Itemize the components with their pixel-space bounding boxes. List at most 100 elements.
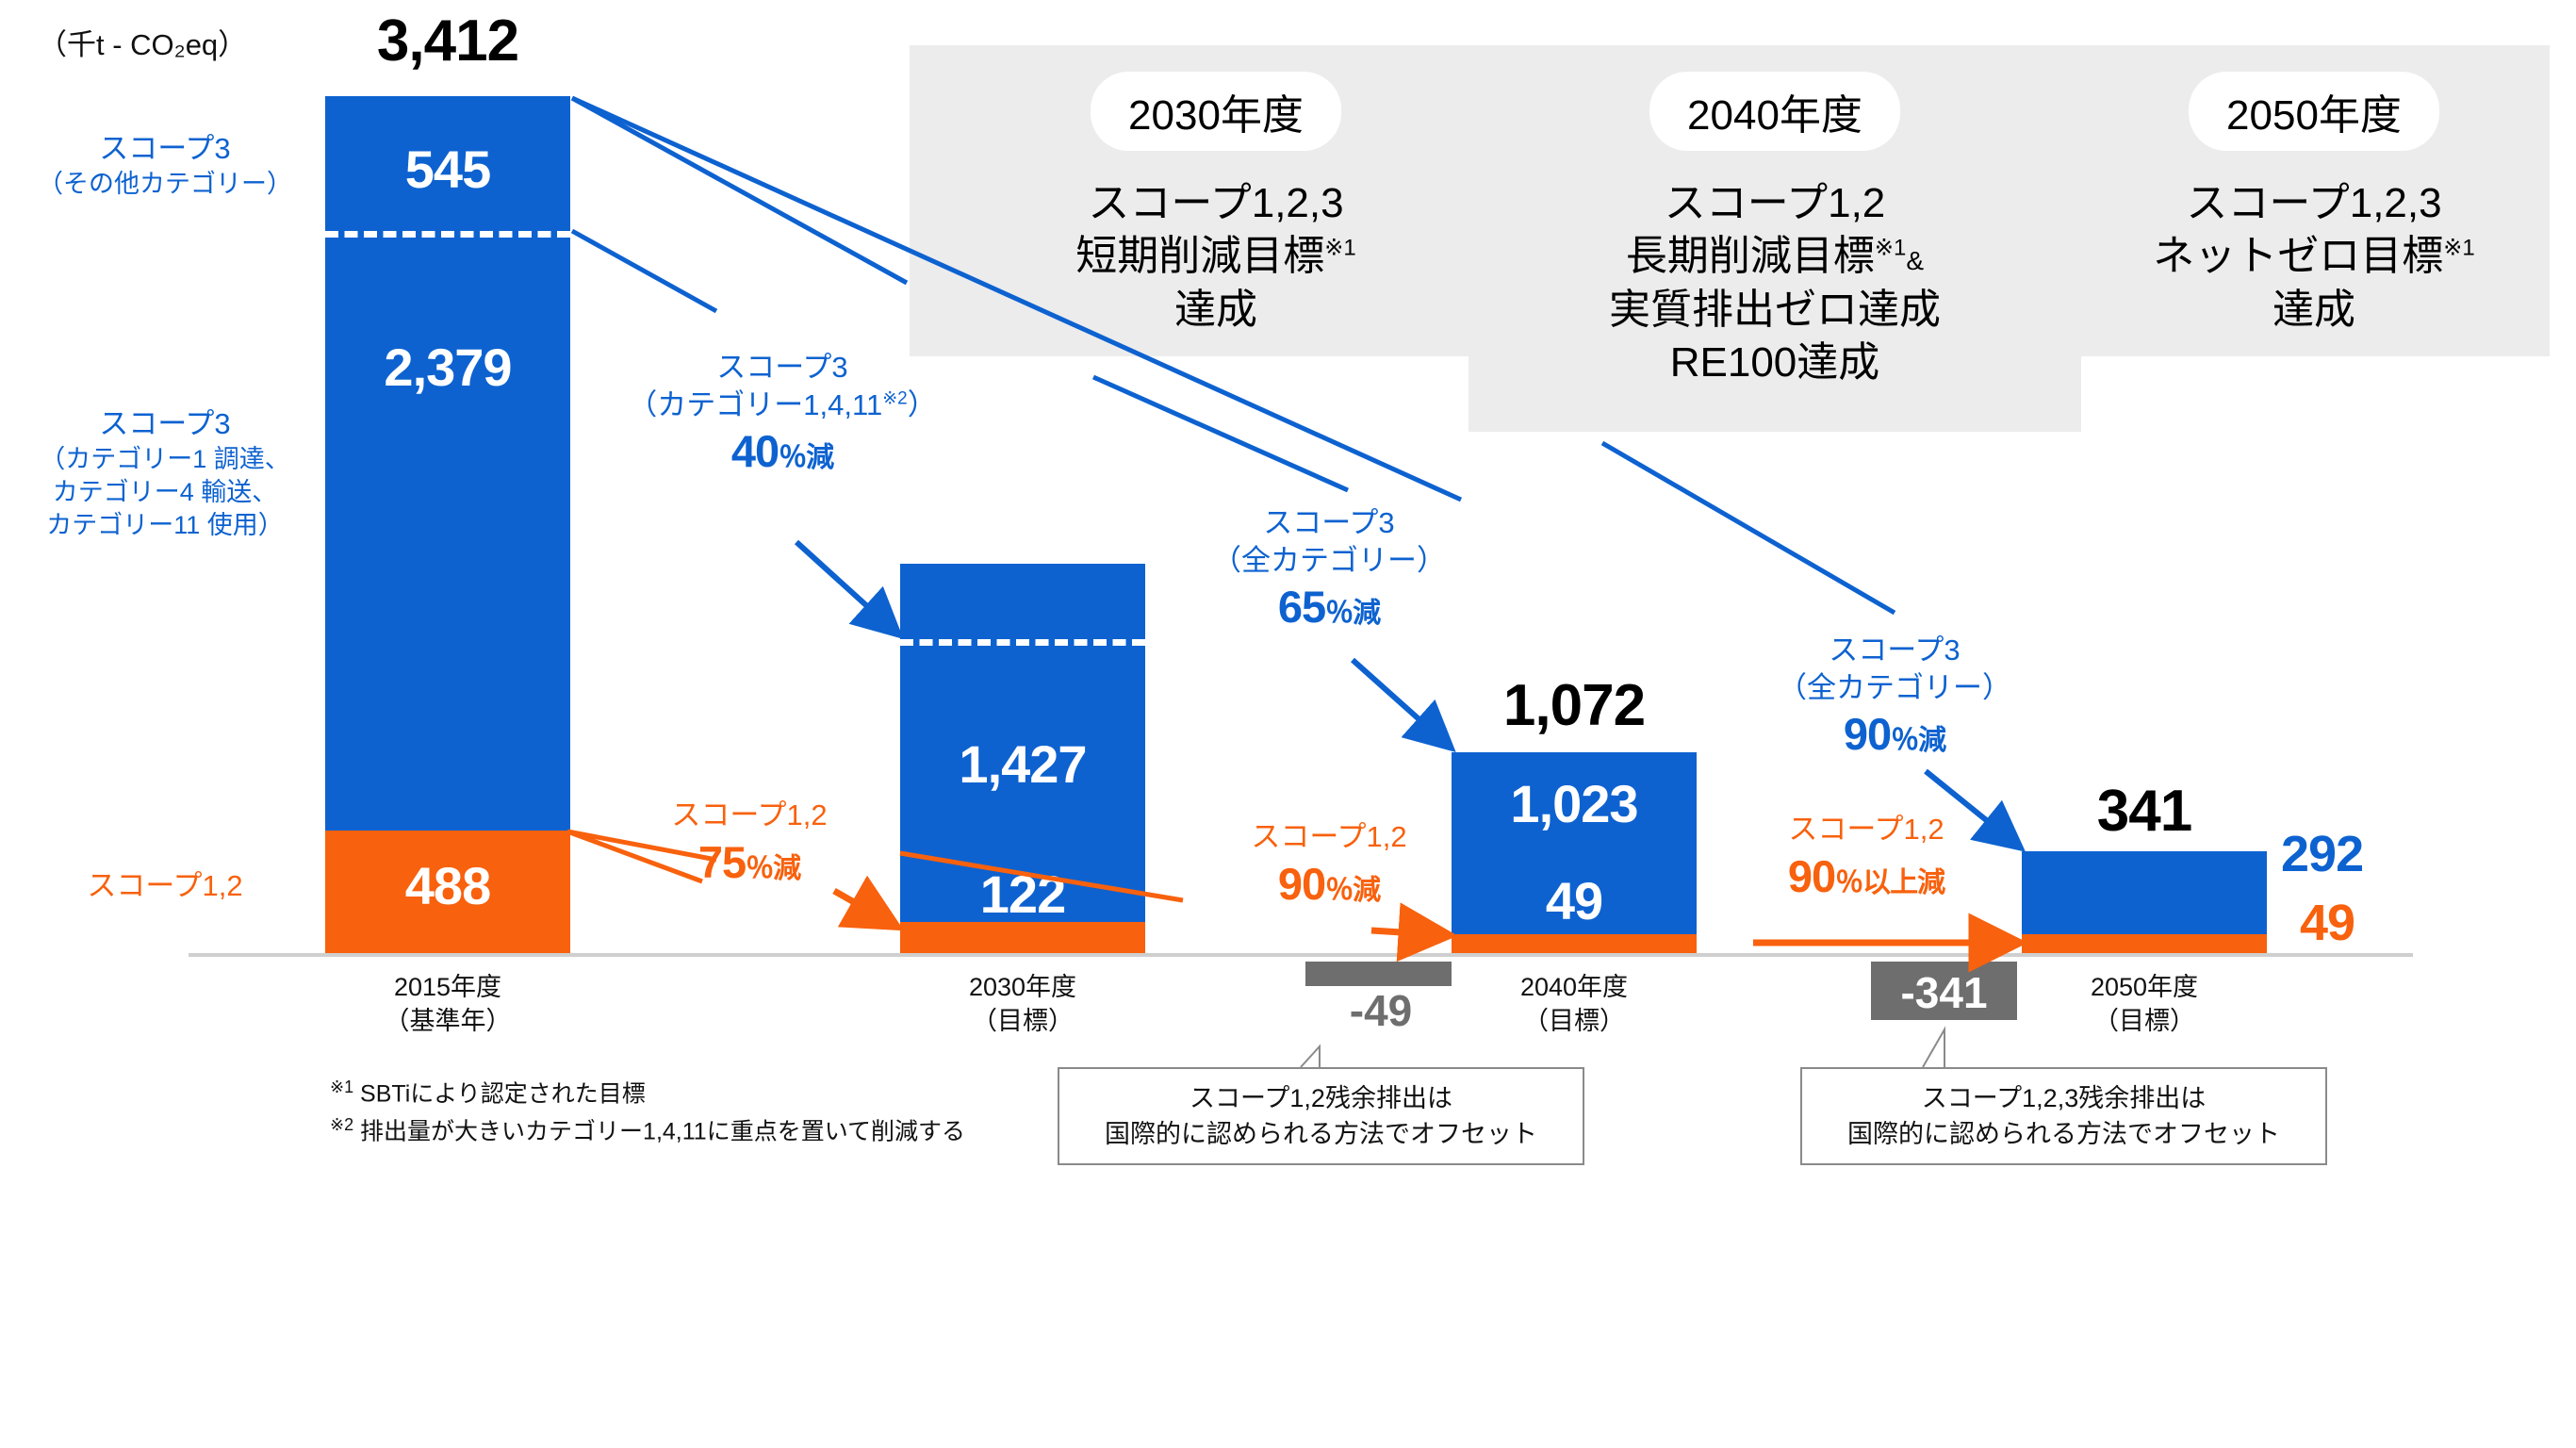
annotation-scope3-90-percent-unit: ％減 <box>1891 725 1946 757</box>
footnote-1: ※1 SBTiにより認定された目標 <box>330 1075 965 1112</box>
unit-label: （千t - CO₂eq） <box>38 28 248 61</box>
milestone-2050-line2-note: ※1 <box>2443 235 2475 261</box>
callout-2050-line2: 国際的に認められる方法でオフセット <box>1847 1120 2280 1148</box>
bar-2050-x-sub: （目標） <box>2093 1006 2195 1035</box>
milestone-2040-line1: スコープ1,2 <box>1664 180 1886 226</box>
annotation-scope12-75: スコープ1,2 75％減 <box>594 797 905 891</box>
milestone-2030-line2-note: ※1 <box>1324 235 1356 261</box>
bar-2015-scope3-main-value: 2,379 <box>384 337 512 397</box>
annotation-scope3-65-percent-unit: ％減 <box>1325 598 1381 630</box>
bar-2040-scope3-value: 1,023 <box>1510 774 1638 833</box>
bar-2015-x-sub: （基準年） <box>384 1006 512 1035</box>
bar-2030-x-sub: （目標） <box>972 1006 1074 1035</box>
annotation-scope12-75-percent: 75％減 <box>594 834 905 891</box>
milestone-2040-line4: RE100達成 <box>1669 338 1880 386</box>
annotation-scope12-90-percent-unit: ％減 <box>1325 874 1381 906</box>
bar-2050-scope12-value: 49 <box>2300 895 2355 951</box>
bar-2040: 1,023 49 <box>1452 752 1697 953</box>
legend-scope3-other-line1: スコープ3 <box>99 132 231 165</box>
bar-2050-offset-label: -341 <box>1900 968 1988 1017</box>
bar-2015-total-label: 3,412 <box>376 8 519 74</box>
annotation-scope3-40: スコープ3 （カテゴリー1,4,11※2） 40％減 <box>566 349 999 481</box>
bar-2015-x-year: 2015年度 <box>393 973 502 1001</box>
milestone-2040-year-pill: 2040年度 <box>1649 72 1900 151</box>
milestone-2030-line2-text: 短期削減目標 <box>1075 233 1325 280</box>
annotation-scope12-75-line1: スコープ1,2 <box>671 798 828 831</box>
annotation-scope12-75-percent-unit: ％減 <box>746 852 801 884</box>
bar-2030: 1,427 122 <box>900 564 1145 953</box>
milestone-2030-line2: 短期削減目標※1 <box>910 230 1522 283</box>
footnotes: ※1 SBTiにより認定された目標 ※2 排出量が大きいカテゴリー1,4,11に… <box>330 1075 965 1150</box>
bar-2050-x-year: 2050年度 <box>2090 973 2199 1001</box>
milestone-2040-line2-suffix: & <box>1906 246 1925 276</box>
bar-2050-scope3-segment <box>2022 851 2267 942</box>
callout-2040-offset: スコープ1,2残余排出は 国際的に認められる方法でオフセット <box>1058 1067 1584 1165</box>
footnote-2-mark: ※2 <box>330 1114 354 1134</box>
legend-scope3-main: スコープ3 （カテゴリー1 調達、 カテゴリー4 輸送、 カテゴリー11 使用） <box>9 405 320 543</box>
bar-2030-x-label: 2030年度 （目標） <box>872 971 1173 1038</box>
bar-2040-x-label: 2040年度 （目標） <box>1423 971 1725 1038</box>
bar-2040-scope3-segment <box>1452 752 1697 941</box>
annotation-scope3-65-line2: （全カテゴリー） <box>1212 543 1446 577</box>
milestone-2030-line3: 達成 <box>1174 286 1257 333</box>
annotation-scope3-90-line1: スコープ3 <box>1829 634 1961 666</box>
legend-scope3-other-line2: （その他カテゴリー） <box>38 170 292 199</box>
bar-2030-scope12-segment <box>900 922 1145 953</box>
milestone-card-2050: 2050年度 スコープ1,2,3 ネットゼロ目標※1 達成 <box>2078 45 2550 356</box>
milestone-2050-line1: スコープ1,2,3 <box>2186 180 2442 226</box>
bar-2040-scope12-segment <box>1452 934 1697 953</box>
legend-scope12: スコープ1,2 <box>9 867 320 905</box>
annotation-scope3-40-note: ※2 <box>882 388 908 409</box>
bar-2015-scope12-value: 488 <box>404 856 491 915</box>
annotation-scope12-90plus-percent-value: 90 <box>1787 850 1836 901</box>
milestone-2050-line2-text: ネットゼロ目標 <box>2153 233 2444 280</box>
annotation-scope3-90-percent: 90％減 <box>1711 706 2078 763</box>
annotation-scope3-40-percent-value: 40 <box>730 426 779 477</box>
bar-2040-offset-label: -49 <box>1349 986 1413 1035</box>
footnote-1-mark: ※1 <box>330 1078 354 1096</box>
bar-2050 <box>2022 851 2267 953</box>
annotation-scope3-90-percent-value: 90 <box>1843 709 1892 760</box>
bar-2015-x-label: 2015年度 （基準年） <box>297 971 599 1038</box>
annotation-scope12-90plus: スコープ1,2 90％以上減 <box>1687 811 2045 905</box>
legend-scope3-main-line4: カテゴリー11 使用） <box>46 511 284 540</box>
bar-2040-x-sub: （目標） <box>1523 1006 1625 1035</box>
milestone-2050-line2: ネットゼロ目標※1 <box>2078 230 2550 283</box>
annotation-scope12-90-percent-value: 90 <box>1277 858 1326 909</box>
bar-2040-total-label: 1,072 <box>1502 673 1646 738</box>
annotation-scope3-90: スコープ3 （全カテゴリー） 90％減 <box>1711 632 2078 764</box>
legend-scope3-other: スコープ3 （その他カテゴリー） <box>9 130 320 201</box>
bar-2015-scope3-other-value: 545 <box>404 140 491 199</box>
bar-2050-scope3-value: 292 <box>2281 826 2364 882</box>
bar-2040-x-year: 2040年度 <box>1519 973 1629 1001</box>
bar-2015: 545 2,379 488 <box>325 96 570 953</box>
callout-2040-line2: 国際的に認められる方法でオフセット <box>1105 1120 1537 1148</box>
milestone-card-2030: 2030年度 スコープ1,2,3 短期削減目標※1 達成 <box>910 45 1565 356</box>
bar-2050-total-label: 341 <box>2096 779 2192 844</box>
bar-2030-scope12-value: 122 <box>979 864 1066 924</box>
milestone-2030-year-pill: 2030年度 <box>1091 72 1341 151</box>
bar-2015-scope3-segment <box>325 96 570 953</box>
legend-scope3-main-line3: カテゴリー4 輸送、 <box>52 478 278 507</box>
annotation-scope3-40-percent-unit: ％減 <box>779 442 834 474</box>
milestone-2040-line3: 実質排出ゼロ達成 <box>1609 286 1941 333</box>
legend-scope12-label: スコープ1,2 <box>87 869 243 902</box>
bar-2015-scope12-segment <box>325 831 570 953</box>
annotation-scope12-75-percent-value: 75 <box>697 836 747 887</box>
annotation-scope3-90-line2: （全カテゴリー） <box>1778 670 2011 704</box>
annotation-scope3-40-line2: （カテゴリー1,4,11※2） <box>566 387 999 424</box>
legend-scope3-main-line2: （カテゴリー1 調達、 <box>40 445 290 474</box>
bar-2030-scope3-value: 1,427 <box>959 734 1087 794</box>
annotation-scope12-90-percent: 90％減 <box>1173 856 1485 913</box>
bar-2015-scope3-divider <box>325 231 570 238</box>
milestone-2050-body: スコープ1,2,3 ネットゼロ目標※1 達成 <box>2078 177 2550 337</box>
bar-2050-x-label: 2050年度 （目標） <box>1994 971 2295 1038</box>
milestone-card-2040: 2040年度 スコープ1,2 長期削減目標※1& 実質排出ゼロ達成 RE100達… <box>1468 45 2124 432</box>
bar-2030-x-year: 2030年度 <box>968 973 1077 1001</box>
annotation-scope3-40-line2-end: ） <box>907 387 937 421</box>
milestone-2050-year-pill: 2050年度 <box>2189 72 2439 151</box>
annotation-scope3-65: スコープ3 （全カテゴリー） 65％減 <box>1145 504 1513 636</box>
milestone-2040-line2-note: ※1 <box>1874 235 1907 261</box>
milestone-2040-line2-text: 長期削減目標 <box>1625 233 1875 280</box>
annotation-scope12-90plus-percent-unit: ％以上減 <box>1835 866 1945 898</box>
